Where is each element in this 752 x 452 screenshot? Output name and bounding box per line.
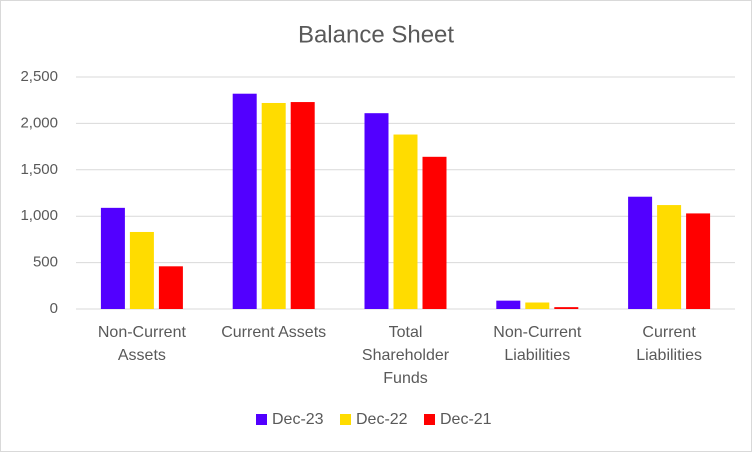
- bar: [628, 196, 653, 309]
- bar: [290, 102, 315, 309]
- y-tick-label: 0: [50, 300, 58, 317]
- legend-label: Dec-21: [440, 411, 492, 428]
- bar: [393, 134, 418, 309]
- y-tick-label: 500: [33, 254, 58, 271]
- x-tick-label: Non-Current Assets: [97, 324, 186, 364]
- bar: [422, 156, 447, 309]
- bar: [525, 302, 550, 309]
- x-tick-label: Current Assets: [221, 324, 327, 341]
- legend-label: Dec-22: [356, 411, 408, 428]
- y-tick-label: 2,500: [20, 68, 58, 85]
- bar: [686, 213, 711, 309]
- y-tick-label: 1,500: [20, 161, 58, 178]
- bar: [657, 205, 682, 309]
- x-tick-label: Non-Current Liabilities: [493, 324, 582, 364]
- bar: [129, 231, 154, 309]
- bar: [158, 266, 183, 309]
- y-tick-label: 1,000: [20, 207, 58, 224]
- bar: [261, 102, 286, 309]
- bar: [496, 300, 521, 309]
- bar: [100, 207, 125, 309]
- legend-swatch: [424, 414, 435, 425]
- bar: [364, 113, 389, 309]
- legend-label: Dec-23: [272, 411, 324, 428]
- bar: [232, 93, 257, 309]
- legend-swatch: [256, 414, 267, 425]
- x-tick-label: Total Shareholder Funds: [361, 324, 450, 387]
- y-tick-label: 2,000: [20, 114, 58, 131]
- bar: [554, 307, 579, 309]
- chart-title: Balance Sheet: [298, 21, 454, 48]
- x-tick-label: Current Liabilities: [636, 324, 702, 364]
- legend-swatch: [340, 414, 351, 425]
